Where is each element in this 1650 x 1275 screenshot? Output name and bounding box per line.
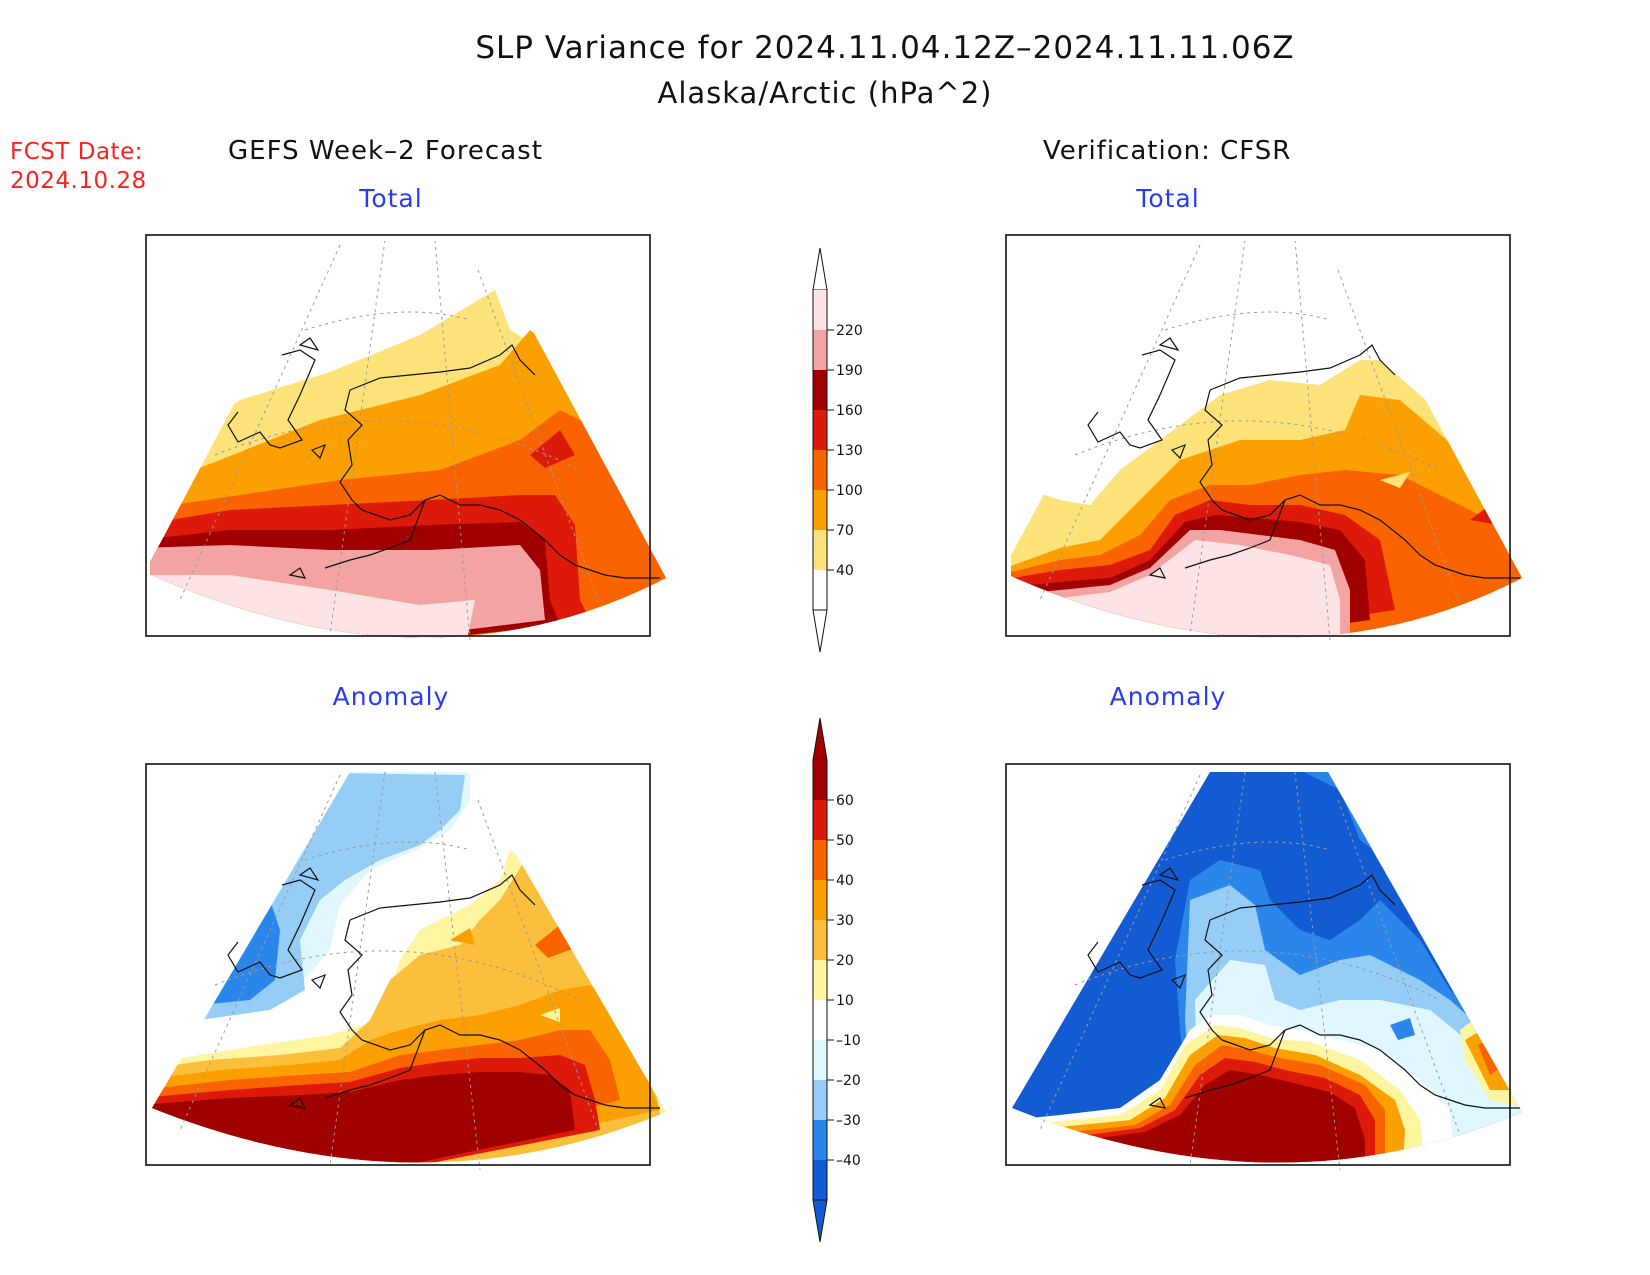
total-colorbar-swatch	[813, 290, 827, 330]
gefs-column-header: GEFS Week–2 Forecast	[228, 136, 543, 166]
gefs-anomaly-title: Anomaly	[332, 682, 450, 711]
total-colorbar-tick-label: 40	[836, 563, 854, 579]
anomaly-colorbar-tick-label: 60	[836, 793, 854, 809]
total-colorbar-tick-label: 220	[836, 323, 863, 339]
cfsr-column-header: Verification: CFSR	[1043, 136, 1292, 166]
anomaly-colorbar-tick-label: –20	[836, 1073, 861, 1089]
main-title: SLP Variance for 2024.11.04.12Z–2024.11.…	[475, 30, 1295, 66]
total-colorbar-tick-label: 190	[836, 363, 863, 379]
anomaly-colorbar-tick-label: –10	[836, 1033, 861, 1049]
total-colorbar-swatch	[813, 530, 827, 570]
anomaly-colorbar-swatch	[813, 1040, 827, 1080]
cfsr-total-title: Total	[1136, 184, 1200, 213]
anomaly-colorbar-tick-label: 50	[836, 833, 854, 849]
fcst-date-label: FCST Date:	[10, 139, 143, 165]
subtitle: Alaska/Arctic (hPa^2)	[657, 76, 993, 110]
anomaly-colorbar-tick-label: 20	[836, 953, 854, 969]
anomaly-colorbar-swatch	[813, 840, 827, 880]
anomaly-colorbar-tick-label: 40	[836, 873, 854, 889]
anomaly-colorbar-bottom-arrow	[812, 1199, 828, 1243]
anomaly-colorbar-swatch	[813, 1080, 827, 1120]
total-colorbar-swatch	[813, 370, 827, 410]
total-colorbar-tick-label: 130	[836, 443, 863, 459]
total-colorbar-swatch	[813, 410, 827, 450]
fcst-date-value: 2024.10.28	[10, 168, 147, 194]
anomaly-colorbar-tick-label: 30	[836, 913, 854, 929]
anomaly-colorbar-tick-label: –30	[836, 1113, 861, 1129]
total-colorbar-swatch	[813, 450, 827, 490]
gefs-anomaly-map	[145, 763, 666, 1171]
anomaly-colorbar-swatch	[813, 1120, 827, 1160]
cfsr-anomaly-title: Anomaly	[1109, 682, 1227, 711]
total-colorbar-tick-label: 100	[836, 483, 863, 499]
anomaly-colorbar-swatch	[813, 800, 827, 840]
anomaly-colorbar-top-arrow	[812, 717, 828, 761]
anomaly-colorbar-swatch	[813, 1000, 827, 1040]
gefs-total-map	[145, 234, 666, 641]
anomaly-colorbar-tick-label: –40	[836, 1153, 861, 1169]
total-colorbar-swatch	[813, 570, 827, 610]
total-colorbar-tick-label: 70	[836, 523, 854, 539]
total-colorbar-tick-label: 160	[836, 403, 863, 419]
anomaly-colorbar-swatch	[813, 1160, 827, 1200]
total-colorbar-swatch	[813, 330, 827, 370]
anomaly-colorbar: 60 50 40 30 20 10 –10 –20 –30 –40	[812, 717, 861, 1243]
anomaly-colorbar-swatch	[813, 760, 827, 800]
anomaly-colorbar-swatch	[813, 880, 827, 920]
total-colorbar-top-arrow	[812, 247, 828, 291]
total-colorbar-swatch	[813, 490, 827, 530]
gefs-total-title: Total	[359, 184, 423, 213]
total-colorbar: 220 190 160 130 100 70 40	[812, 247, 863, 653]
anomaly-colorbar-swatch	[813, 920, 827, 960]
anomaly-colorbar-tick-label: 10	[836, 993, 854, 1009]
cfsr-total-map	[1005, 234, 1522, 641]
fcst-date: FCST Date: 2024.10.28	[10, 138, 147, 196]
cfsr-anomaly-map	[1005, 763, 1522, 1171]
anomaly-colorbar-swatch	[813, 960, 827, 1000]
total-colorbar-bottom-arrow	[812, 609, 828, 653]
